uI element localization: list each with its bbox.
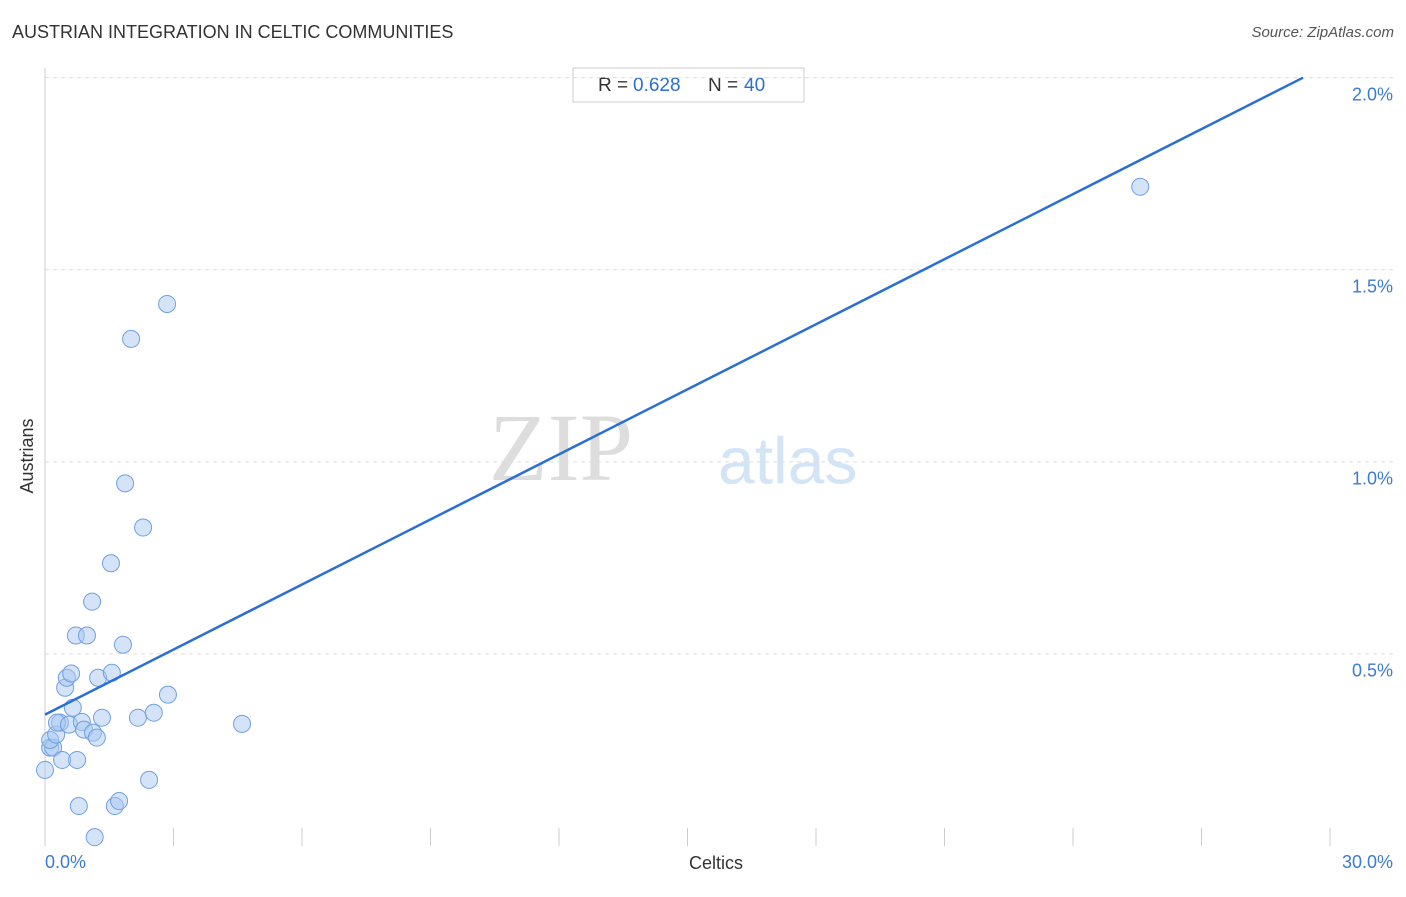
chart-title: AUSTRIAN INTEGRATION IN CELTIC COMMUNITI… bbox=[12, 22, 453, 42]
point bbox=[69, 797, 88, 816]
point bbox=[68, 750, 87, 769]
y-tick-label: 0.5% bbox=[1352, 661, 1393, 681]
point bbox=[92, 708, 111, 727]
y-tick-label: 1.0% bbox=[1352, 469, 1393, 489]
point bbox=[77, 626, 96, 645]
point bbox=[122, 329, 141, 348]
point bbox=[87, 728, 106, 747]
trend-line bbox=[44, 76, 1304, 716]
n-value: 40 bbox=[744, 75, 765, 96]
point bbox=[128, 708, 147, 727]
point bbox=[36, 760, 54, 779]
watermark: ZIP bbox=[489, 394, 633, 501]
point bbox=[62, 664, 81, 683]
stats-box bbox=[572, 67, 805, 103]
point bbox=[116, 474, 135, 493]
y-tick-label: 2.0% bbox=[1352, 84, 1393, 104]
point bbox=[158, 685, 177, 704]
point bbox=[144, 703, 163, 722]
y-axis-label: Austrians bbox=[17, 418, 37, 493]
point bbox=[110, 792, 129, 811]
r-value: 0.628 bbox=[633, 75, 681, 96]
x-tick-label: 0.0% bbox=[45, 852, 86, 872]
point bbox=[134, 518, 153, 537]
n-label: N = bbox=[708, 75, 738, 96]
x-tick-label: 30.0% bbox=[1342, 852, 1393, 872]
point bbox=[53, 750, 72, 769]
point bbox=[101, 554, 120, 573]
y-tick-label: 1.5% bbox=[1352, 277, 1393, 297]
x-axis-label: Celtics bbox=[689, 853, 743, 873]
point bbox=[233, 714, 252, 733]
point bbox=[158, 294, 177, 313]
point bbox=[85, 828, 104, 847]
watermark: atlas bbox=[718, 423, 857, 497]
r-label: R = bbox=[598, 75, 628, 96]
point bbox=[83, 592, 102, 611]
point bbox=[1131, 177, 1150, 196]
point bbox=[113, 635, 132, 654]
point bbox=[140, 770, 159, 789]
source: Source: ZipAtlas.com bbox=[1251, 24, 1394, 41]
